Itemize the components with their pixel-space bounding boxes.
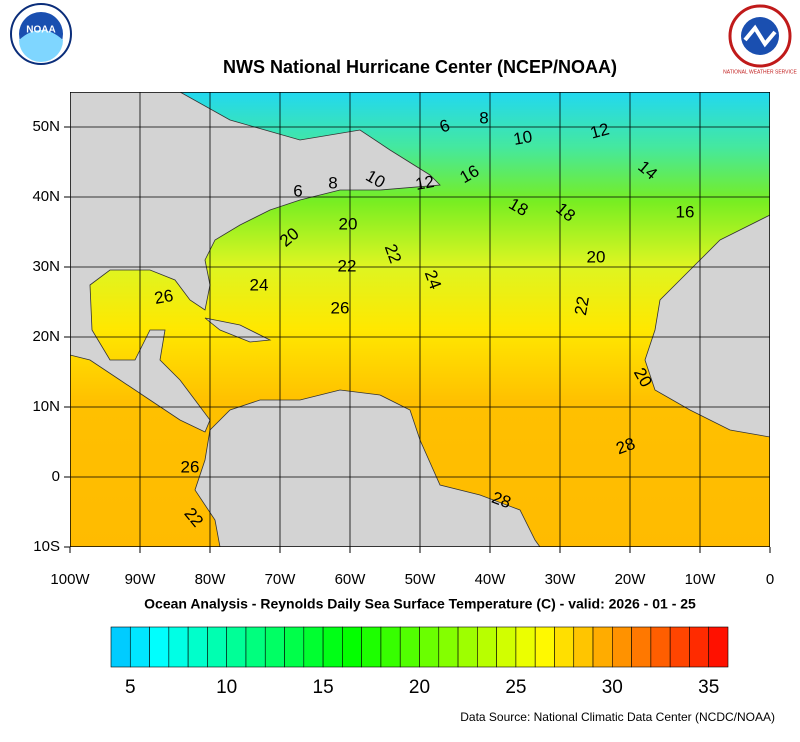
colorbar-label: 15 [313,677,334,698]
colorbar-cell [322,626,343,668]
lat-label: 0 [52,468,60,485]
lat-label: 20N [32,328,60,345]
colorbar-cell [573,626,594,668]
colorbar-cell [399,626,420,668]
colorbar-cell [592,626,613,668]
subtitle: Ocean Analysis - Reynolds Daily Sea Surf… [144,596,696,612]
colorbar-cell [187,626,208,668]
lon-label: 20W [615,571,647,588]
contour-label: 16 [676,202,695,221]
contour-label: 26 [153,286,175,308]
noaa-text: NOAA [26,25,55,36]
colorbar-cell [361,626,382,668]
colorbar-cell [342,626,362,668]
lat-label: 40N [32,188,60,205]
colorbar-cell [264,626,285,668]
source: Data Source: National Climatic Data Cent… [460,710,775,724]
colorbar-cell [129,626,150,668]
contour-label: 22 [571,295,593,317]
cuba [204,317,272,343]
lon-label: 80W [195,571,227,588]
lon-label: 40W [475,571,507,588]
colorbar-label: 30 [602,677,623,698]
lon-label: 70W [265,571,297,588]
lon-label: 90W [125,571,157,588]
contour-label: 12 [414,172,436,194]
colorbar-label: 5 [125,677,136,698]
contour-label: 8 [479,108,488,127]
south-america [194,389,541,547]
contour-label: 6 [293,181,302,200]
colorbar-cell [631,626,652,668]
colorbar-cell [168,626,189,668]
lon-label: 0 [766,571,774,588]
colorbar-cell [515,626,536,668]
lat-label: 10S [33,538,60,555]
lon-label: 60W [335,571,367,588]
colorbar-cell [554,626,575,668]
colorbar-cell [438,626,459,668]
colorbar-cell [708,626,729,668]
title: NWS National Hurricane Center (NCEP/NOAA… [223,57,617,77]
colorbar-label: 25 [505,677,526,698]
contour-label: 8 [328,173,337,192]
colorbar-cell [650,626,671,668]
colorbar-cell [534,626,555,668]
north-america [70,92,441,433]
lat-label: 30N [32,258,60,275]
lat-label: 10N [32,398,60,415]
colorbar-cell [669,626,690,668]
lon-label: 10W [685,571,717,588]
nws-text: NATIONAL WEATHER SERVICE [723,69,797,75]
contour-label: 26 [181,457,200,476]
colorbar-label: 20 [409,677,430,698]
colorbar-label: 35 [698,677,719,698]
contour-label: 10 [512,127,534,149]
contour-label: 12 [588,119,611,142]
colorbar-cell [496,626,517,668]
europe-africa [644,214,770,438]
colorbar-cell [226,626,247,668]
colorbar-cell [245,626,266,668]
contour-label: 24 [250,275,269,294]
nws-logo: NATIONAL WEATHER SERVICE [723,4,798,75]
colorbar-cell [689,626,710,668]
lat-label: 50N [32,118,60,135]
colorbar-cell [284,626,305,668]
noaa-logo: NOAA [10,3,72,65]
lon-label: 100W [50,571,90,588]
colorbar-label: 10 [216,677,237,698]
colorbar-cell [110,626,131,668]
contour-label: 20 [339,214,358,233]
colorbar-cell [380,626,401,668]
colorbar-cell [612,626,632,668]
colorbar-cell [149,626,170,668]
colorbar-cell [477,626,497,668]
lon-label: 30W [545,571,577,588]
contour-label: 20 [587,247,606,266]
colorbar-cell [303,626,324,668]
lon-label: 50W [405,571,437,588]
colorbar-cell [419,626,440,668]
colorbar-cell [207,626,227,668]
contour-label: 22 [338,256,357,275]
contour-label: 26 [331,298,350,317]
colorbar-cell [457,626,478,668]
